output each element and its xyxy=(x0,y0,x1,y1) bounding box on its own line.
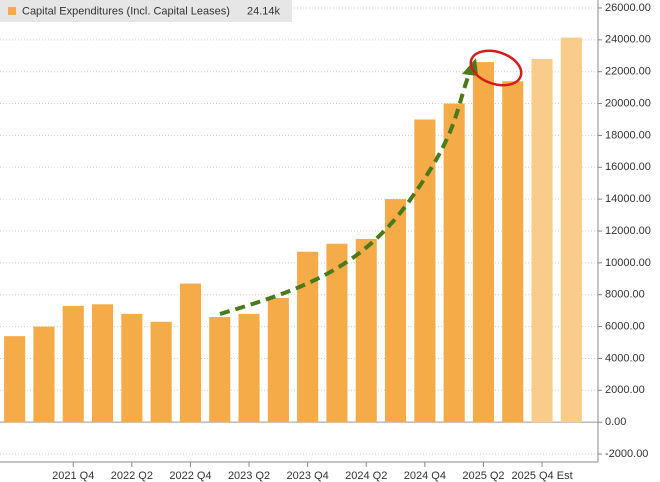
bar xyxy=(297,251,319,423)
bar xyxy=(92,304,114,423)
bar xyxy=(238,313,260,423)
legend-value: 24.14k xyxy=(247,5,281,17)
x-tick-label: 2022 Q4 xyxy=(169,470,211,482)
bar xyxy=(121,313,143,423)
y-tick-label: 16000.00 xyxy=(605,161,651,173)
bar xyxy=(33,326,55,423)
bar xyxy=(62,305,84,423)
bar xyxy=(414,119,436,423)
bar xyxy=(150,321,172,423)
bar xyxy=(472,62,494,423)
bar xyxy=(443,103,465,423)
bar xyxy=(385,199,407,423)
y-tick-label: 4000.00 xyxy=(605,352,645,364)
legend-swatch xyxy=(8,7,16,15)
bar xyxy=(209,317,231,423)
y-tick-label: 26000.00 xyxy=(605,2,651,14)
y-tick-label: 24000.00 xyxy=(605,34,651,46)
y-tick-label: 0.00 xyxy=(605,416,626,428)
highlight-ellipse xyxy=(469,49,523,87)
y-tick-label: 2000.00 xyxy=(605,384,645,396)
y-tick-label: 8000.00 xyxy=(605,289,645,301)
y-tick-label: 20000.00 xyxy=(605,97,651,109)
bar xyxy=(267,297,289,423)
x-tick-label: 2024 Q4 xyxy=(404,470,446,482)
x-tick-label: 2025 Q2 xyxy=(462,470,504,482)
bar xyxy=(502,81,524,423)
y-tick-label: 14000.00 xyxy=(605,193,651,205)
y-tick-label: 10000.00 xyxy=(605,257,651,269)
y-tick-label: -2000.00 xyxy=(605,448,648,460)
legend-label: Capital Expenditures (Incl. Capital Leas… xyxy=(22,5,230,17)
y-tick-label: 6000.00 xyxy=(605,320,645,332)
y-tick-label: 18000.00 xyxy=(605,129,651,141)
y-tick-label: 12000.00 xyxy=(605,225,651,237)
x-tick-label: 2025 Q4 Est xyxy=(511,470,572,482)
x-tick-label: 2023 Q4 xyxy=(287,470,329,482)
x-tick-label: 2021 Q4 xyxy=(52,470,94,482)
bar xyxy=(355,238,377,423)
bar xyxy=(4,336,26,423)
trend-arrow xyxy=(219,71,472,316)
x-tick-label: 2023 Q2 xyxy=(228,470,270,482)
y-tick-label: 22000.00 xyxy=(605,66,651,78)
x-tick-label: 2022 Q2 xyxy=(111,470,153,482)
bar xyxy=(560,37,582,423)
x-tick-label: 2024 Q2 xyxy=(345,470,387,482)
bar xyxy=(326,243,348,423)
legend-box xyxy=(0,0,292,22)
bar xyxy=(179,283,201,423)
bar xyxy=(531,58,553,423)
